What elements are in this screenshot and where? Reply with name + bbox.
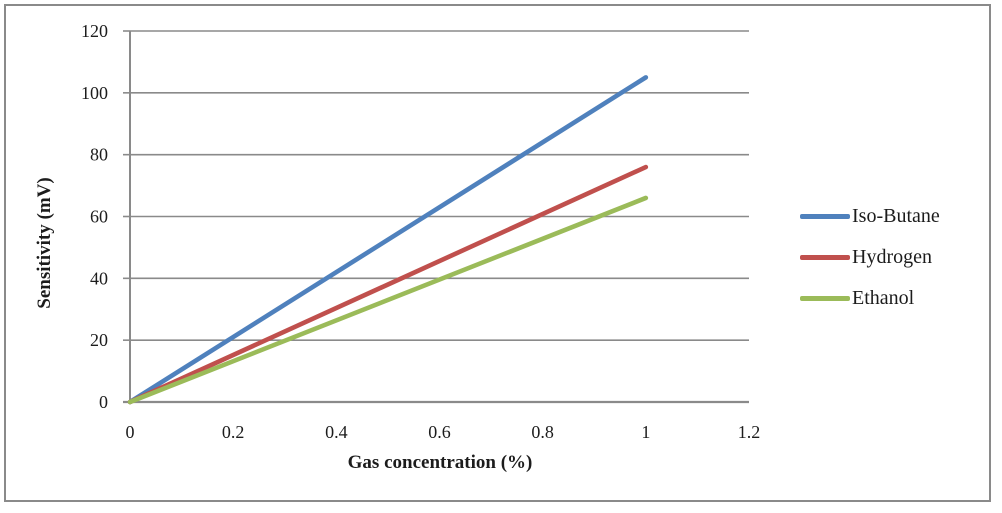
legend-swatch [800, 296, 850, 301]
y-axis-title: Sensitivity (mV) [34, 177, 55, 309]
x-tick-label: 0 [126, 422, 135, 442]
legend-label: Iso-Butane [852, 205, 940, 227]
y-tick-label: 80 [90, 145, 108, 165]
x-tick-label: 0.6 [428, 422, 451, 442]
x-tick-label: 1 [641, 422, 650, 442]
legend-label: Ethanol [852, 287, 915, 309]
legend-swatch [800, 214, 850, 219]
y-tick-label: 60 [90, 207, 108, 227]
y-tick-label: 20 [90, 330, 108, 350]
x-tick-label: 0.8 [531, 422, 554, 442]
x-tick-label: 0.2 [222, 422, 245, 442]
legend-item-hydrogen: Hydrogen [800, 237, 940, 278]
series-line-hydrogen [127, 164, 649, 405]
y-tick-label: 100 [81, 83, 108, 103]
y-tick-label: 0 [99, 392, 108, 412]
legend-item-ethanol: Ethanol [800, 278, 940, 319]
series-line-ethanol [127, 195, 649, 405]
x-axis-title: Gas concentration (%) [347, 452, 533, 473]
series-line-iso-butane [127, 75, 649, 405]
y-tick-label: 40 [90, 268, 108, 288]
y-tick-label: 120 [81, 21, 108, 41]
legend-swatch [800, 255, 850, 260]
legend: Iso-Butane Hydrogen Ethanol [800, 196, 940, 319]
legend-label: Hydrogen [852, 246, 932, 268]
figure-border [4, 4, 991, 502]
x-tick-label: 1.2 [738, 422, 761, 442]
x-tick-label: 0.4 [325, 422, 348, 442]
legend-item-iso-butane: Iso-Butane [800, 196, 940, 237]
